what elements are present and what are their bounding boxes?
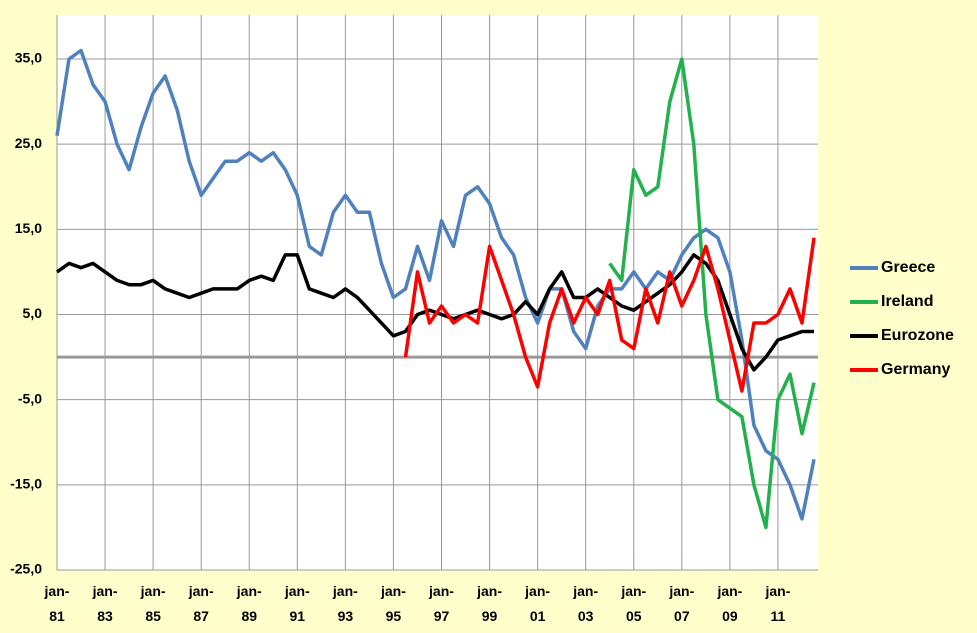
legend-label: Ireland — [881, 293, 933, 310]
x-tick-label: jan-07 — [668, 583, 694, 624]
x-tick-label: jan-01 — [524, 583, 550, 624]
y-tick-label: -15,0 — [10, 476, 42, 492]
x-tick-label: jan-89 — [236, 583, 262, 624]
x-tick-label: jan-81 — [44, 583, 70, 624]
x-tick-label: jan-95 — [380, 583, 406, 624]
legend-label: Greece — [881, 259, 935, 276]
y-tick-label: 25,0 — [15, 135, 42, 151]
x-tick-label: jan-91 — [284, 583, 310, 624]
x-tick-label: jan-99 — [476, 583, 502, 624]
plot-area — [57, 15, 818, 570]
y-tick-label: -25,0 — [10, 561, 42, 577]
x-tick-label: jan-85 — [140, 583, 166, 624]
x-tick-label: jan-05 — [620, 583, 646, 624]
x-tick-label: jan-11 — [765, 583, 791, 624]
x-tick-label: jan-83 — [92, 583, 118, 624]
y-tick-label: 15,0 — [15, 220, 42, 236]
legend-label: Germany — [881, 361, 950, 378]
y-tick-label: -5,0 — [18, 390, 42, 406]
x-tick-label: jan-09 — [716, 583, 742, 624]
x-tick-label: jan-03 — [572, 583, 598, 624]
series-line — [403, 237, 816, 393]
x-tick-label: jan-97 — [428, 583, 454, 624]
series-line — [608, 57, 816, 530]
legend-label: Eurozone — [881, 327, 954, 344]
y-tick-label: 5,0 — [23, 305, 43, 321]
x-tick-label: jan-93 — [332, 583, 358, 624]
y-tick-label: 35,0 — [15, 50, 42, 66]
series-line — [55, 48, 816, 521]
x-tick-label: jan-87 — [188, 583, 214, 624]
